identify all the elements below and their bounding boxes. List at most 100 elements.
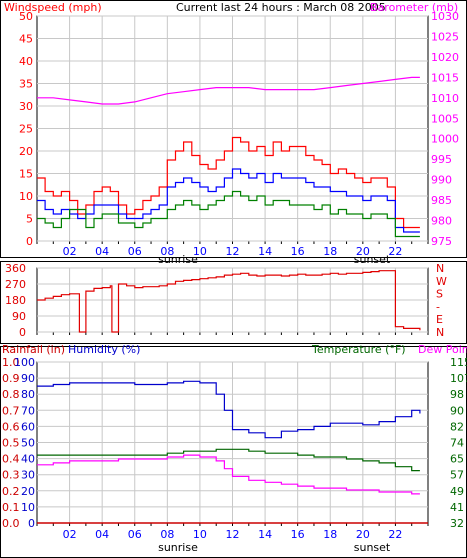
rainfall-ytick-label: 0.3 <box>2 469 20 482</box>
wind-ytick-label: 45 <box>19 33 33 46</box>
wind-xtick-label: 16 <box>291 245 305 258</box>
humidity-xtick-label: 04 <box>95 528 109 541</box>
temperature-ytick-label: 32 <box>450 517 464 530</box>
barometer-ytick-label: 1030 <box>431 10 459 23</box>
direction-ytick-label: 270 <box>5 278 26 291</box>
barometer-label: Barometer (mb) <box>370 1 458 14</box>
humidity-xtick-label: 20 <box>356 528 370 541</box>
rainfall-ytick-label: 0.0 <box>2 517 20 530</box>
sunset-label-lower: sunset <box>354 541 391 554</box>
temperature-line <box>37 448 420 472</box>
barometer-ytick-label: 995 <box>431 153 452 166</box>
humidity-ytick-label: 50 <box>21 437 35 450</box>
direction-ytick-label: 360 <box>5 262 26 275</box>
compass-tick-label: N <box>436 262 444 275</box>
wind-xtick-label: 02 <box>63 245 77 258</box>
temperature-ytick-label: 115 <box>450 356 467 369</box>
wind-xtick-label: 14 <box>258 245 272 258</box>
dewpoint-line <box>37 454 420 495</box>
humidity-ytick-label: 20 <box>21 485 35 498</box>
humidity-ytick-label: 70 <box>21 404 35 417</box>
barometer-ytick-label: 975 <box>431 235 452 248</box>
humidity-ytick-label: 10 <box>21 501 35 514</box>
direction-line <box>37 270 421 333</box>
wind-ytick-label: 25 <box>19 123 33 136</box>
humidity-line <box>37 380 421 439</box>
temperature-ytick-label: 98 <box>450 388 464 401</box>
rainfall-ytick-label: 0.4 <box>2 453 20 466</box>
humidity-ytick-label: 60 <box>21 420 35 433</box>
wind-xtick-label: 22 <box>388 245 402 258</box>
temperature-ytick-label: 107 <box>450 372 467 385</box>
compass-tick-label: E <box>436 313 443 326</box>
wind-ytick-label: 10 <box>19 190 33 203</box>
rainfall-ytick-label: 0.5 <box>2 437 20 450</box>
compass-tick-label: - <box>436 300 440 313</box>
rainfall-label: Rainfall (in) <box>2 343 65 356</box>
sunset-label: sunset <box>354 253 391 266</box>
wind-ytick-label: 50 <box>19 10 33 23</box>
windspeed-line <box>37 136 420 229</box>
temperature-ytick-label: 57 <box>450 469 464 482</box>
wind-low-line <box>37 190 420 238</box>
rainfall-ytick-label: 0.1 <box>2 501 20 514</box>
compass-tick-label: S <box>436 288 443 301</box>
humidity-xtick-label: 08 <box>160 528 174 541</box>
temperature-ytick-label: 74 <box>450 437 464 450</box>
wind-ytick-label: 15 <box>19 168 33 181</box>
humidity-xtick-label: 16 <box>291 528 305 541</box>
humidity-xtick-label: 10 <box>193 528 207 541</box>
rainfall-ytick-label: 0.9 <box>2 372 20 385</box>
rainfall-ytick-label: 0.6 <box>2 420 20 433</box>
wind-ytick-label: 35 <box>19 78 33 91</box>
barometer-ytick-label: 1000 <box>431 133 459 146</box>
wind-xtick-label: 20 <box>356 245 370 258</box>
sunrise-label: sunrise <box>158 253 198 266</box>
humidity-ytick-label: 0 <box>28 517 35 530</box>
wind-xtick-label: 12 <box>226 245 240 258</box>
humidity-ytick-label: 80 <box>21 388 35 401</box>
humidity-ytick-label: 100 <box>14 356 35 369</box>
rainfall-ytick-label: 0.2 <box>2 485 20 498</box>
humidity-xtick-label: 14 <box>258 528 272 541</box>
humidity-xtick-label: 06 <box>128 528 142 541</box>
barometer-ytick-label: 1025 <box>431 30 459 43</box>
chart-title: Current last 24 hours : March 08 2005 <box>176 1 386 14</box>
direction-ytick-label: 90 <box>12 310 26 323</box>
barometer-ytick-label: 985 <box>431 194 452 207</box>
sunrise-label-lower: sunrise <box>158 541 198 554</box>
humidity-xtick-label: 02 <box>63 528 77 541</box>
temperature-ytick-label: 49 <box>450 485 464 498</box>
wind-ytick-label: 30 <box>19 100 33 113</box>
barometer-ytick-label: 1020 <box>431 51 459 64</box>
wind-ytick-label: 40 <box>19 55 33 68</box>
temperature-label: Temperature (°F) <box>311 343 406 356</box>
temperature-ytick-label: 41 <box>450 501 464 514</box>
humidity-label: Humidity (%) <box>68 343 140 356</box>
wind-xtick-label: 06 <box>128 245 142 258</box>
wind-ytick-label: 0 <box>26 235 33 248</box>
windspeed-label: Windspeed (mph) <box>4 1 102 14</box>
barometer-ytick-label: 980 <box>431 215 452 228</box>
dewpoint-label: Dew Point <box>418 343 467 356</box>
rainfall-ytick-label: 1.0 <box>2 356 20 369</box>
temperature-ytick-label: 65 <box>450 453 464 466</box>
humidity-ytick-label: 30 <box>21 469 35 482</box>
barometer-ytick-label: 1015 <box>431 71 459 84</box>
direction-ytick-label: 0 <box>19 326 26 339</box>
humidity-xtick-label: 18 <box>323 528 337 541</box>
barometer-ytick-label: 1010 <box>431 92 459 105</box>
barometer-ytick-label: 990 <box>431 174 452 187</box>
compass-tick-label: N <box>436 326 444 339</box>
temperature-ytick-label: 82 <box>450 420 464 433</box>
rainfall-ytick-label: 0.7 <box>2 404 20 417</box>
humidity-ytick-label: 90 <box>21 372 35 385</box>
barometer-ytick-label: 1005 <box>431 112 459 125</box>
direction-ytick-label: 180 <box>5 294 26 307</box>
rainfall-ytick-label: 0.8 <box>2 388 20 401</box>
humidity-xtick-label: 12 <box>226 528 240 541</box>
wind-ytick-label: 20 <box>19 145 33 158</box>
wind-xtick-label: 08 <box>160 245 174 258</box>
wind-ytick-label: 5 <box>26 213 33 226</box>
temperature-ytick-label: 90 <box>450 404 464 417</box>
